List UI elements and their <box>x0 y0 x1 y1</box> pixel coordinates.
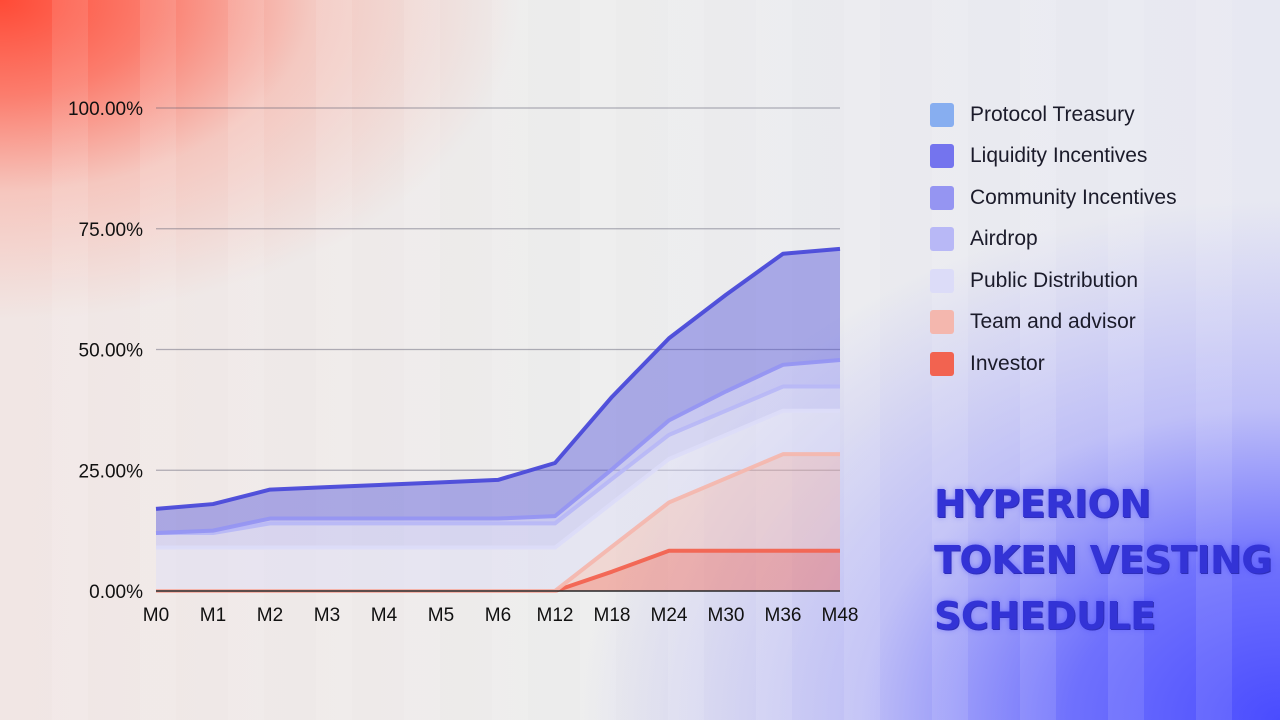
y-tick-label: 25.00% <box>79 461 144 482</box>
x-tick-label: M12 <box>537 605 574 626</box>
title-line-1: HYPERION <box>934 482 1151 526</box>
x-tick-label: M3 <box>314 605 340 626</box>
legend-label: Public Distribution <box>970 268 1139 292</box>
line-top-band <box>155 246 841 511</box>
y-tick-label: 50.00% <box>79 341 144 362</box>
legend-item-protocol-treasury: Protocol Treasury <box>930 94 1177 136</box>
x-tick-label: M6 <box>485 605 511 626</box>
legend-label: Community Incentives <box>970 185 1177 209</box>
legend-label: Investor <box>970 351 1045 375</box>
legend-swatch <box>930 268 954 293</box>
legend-item-public-distribution: Public Distribution <box>930 260 1177 302</box>
legend-label: Airdrop <box>970 227 1038 251</box>
chart-title: HYPERION TOKEN VESTING SCHEDULE <box>934 476 1274 644</box>
y-tick-label: 75.00% <box>79 220 144 241</box>
vesting-chart: 0.00% 25.00% 50.00% 75.00% 100.00% M0 M1 M2 M3 M4… <box>68 99 859 626</box>
x-tick-label: M18 <box>594 605 631 626</box>
legend-swatch <box>930 310 954 335</box>
legend-label: Protocol Treasury <box>970 102 1135 126</box>
line-airdrop <box>156 384 840 536</box>
x-tick-label: M2 <box>257 605 283 626</box>
legend-item-airdrop: Airdrop <box>930 219 1177 261</box>
legend-swatch <box>930 351 954 376</box>
legend-item-investor: Investor <box>930 343 1177 385</box>
area-top-band <box>156 248 840 534</box>
x-tick-label: M5 <box>428 605 454 626</box>
x-tick-label: M4 <box>371 605 398 626</box>
x-tick-label: M30 <box>708 605 745 626</box>
area-community-incentives <box>156 359 840 534</box>
area-investor <box>156 550 840 591</box>
legend-label: Liquidity Incentives <box>970 144 1148 168</box>
area-public-distribution <box>156 410 840 591</box>
title-line-2: TOKEN VESTING <box>934 538 1272 582</box>
title-line-3: SCHEDULE <box>934 594 1156 638</box>
line-public-distribution <box>156 408 840 550</box>
legend-swatch <box>930 102 954 127</box>
line-community-incentives <box>155 357 841 536</box>
x-tick-label: M48 <box>822 605 859 626</box>
legend-item-team-and-advisor: Team and advisor <box>930 302 1177 344</box>
legend-swatch <box>930 227 954 252</box>
legend-item-community-incentives: Community Incentives <box>930 177 1177 219</box>
legend-item-liquidity-incentives: Liquidity Incentives <box>930 136 1177 178</box>
legend-swatch <box>930 185 954 210</box>
x-tick-label: M0 <box>143 605 169 626</box>
x-tick-label: M1 <box>200 605 226 626</box>
x-tick-label: M36 <box>765 605 802 626</box>
chart-legend: Protocol Treasury Liquidity Incentives C… <box>930 94 1177 385</box>
x-tick-label: M24 <box>651 605 688 626</box>
area-team-and-advisor <box>156 454 840 591</box>
legend-swatch <box>930 144 954 169</box>
y-tick-label: 0.00% <box>89 582 143 603</box>
legend-label: Team and advisor <box>970 310 1136 334</box>
y-tick-label: 100.00% <box>68 99 143 120</box>
